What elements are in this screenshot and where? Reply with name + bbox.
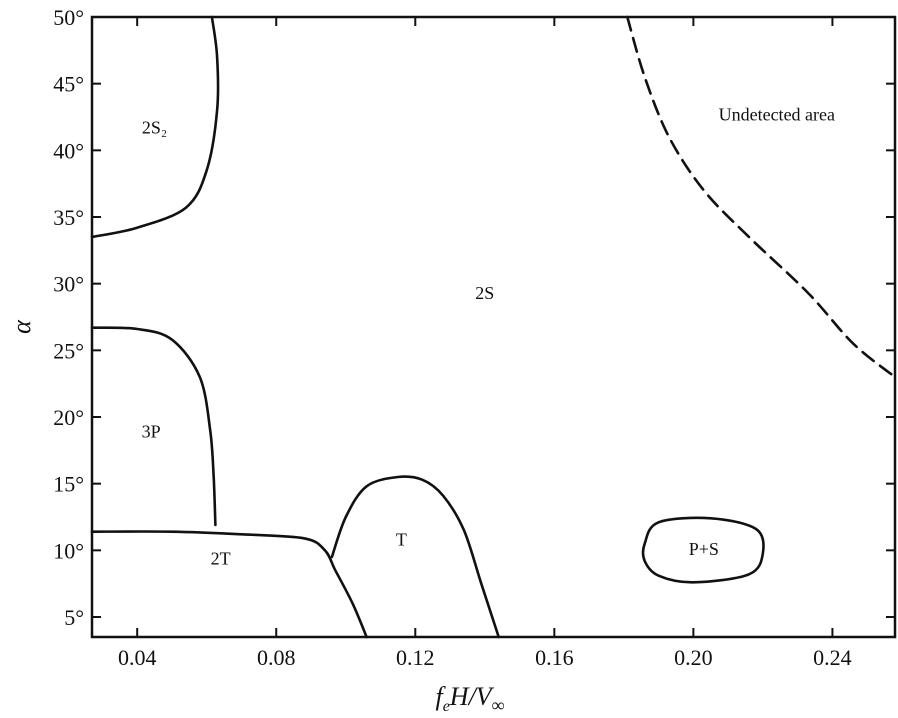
- x-axis-title: feH/V∞: [435, 682, 504, 715]
- y-axis-ticks: 5° 10° 15° 20° 25° 30° 35° 40° 45° 50°: [53, 5, 895, 630]
- boundary-curve-1: [90, 15, 220, 239]
- regime-boundaries: [90, 15, 897, 639]
- x-tick-label: 0.20: [674, 645, 713, 670]
- y-tick-label: 45°: [53, 72, 84, 97]
- boundary-curve-2: [90, 326, 217, 527]
- region-label-7: Undetected area: [719, 104, 835, 124]
- boundary-curve-3: [90, 530, 368, 639]
- plot-frame: [90, 15, 897, 639]
- y-tick-label: 15°: [53, 472, 84, 497]
- x-tick-label: 0.12: [396, 645, 435, 670]
- region-label-1: 2S₂: [142, 118, 167, 138]
- y-axis-title: α: [7, 319, 36, 334]
- boundary-curve-5: [641, 516, 765, 584]
- y-tick-label: 50°: [53, 5, 84, 30]
- x-tick-label: 0.16: [535, 645, 574, 670]
- y-tick-label: 10°: [53, 538, 84, 563]
- region-label-4: 2T: [211, 548, 231, 568]
- region-labels: 2S₂ 3P 2S 2T T P+S Undetected area: [142, 104, 835, 568]
- y-tick-label: 35°: [53, 205, 84, 230]
- y-tick-label: 40°: [53, 138, 84, 163]
- y-tick-label: 20°: [53, 405, 84, 430]
- x-tick-label: 0.24: [813, 645, 852, 670]
- boundary-curve-4: [330, 475, 500, 639]
- x-tick-label: 0.04: [118, 645, 157, 670]
- y-tick-label: 5°: [64, 605, 84, 630]
- region-label-2: 3P: [142, 422, 161, 442]
- region-label-6: P+S: [689, 539, 719, 559]
- boundary-curve-6: [626, 15, 897, 379]
- x-tick-label: 0.08: [257, 645, 296, 670]
- x-axis-ticks: 0.04 0.08 0.12 0.16 0.20 0.24: [118, 17, 852, 670]
- region-label-3: 2S: [475, 283, 494, 303]
- region-label-5: T: [396, 530, 407, 550]
- y-tick-label: 25°: [53, 338, 84, 363]
- y-tick-label: 30°: [53, 272, 84, 297]
